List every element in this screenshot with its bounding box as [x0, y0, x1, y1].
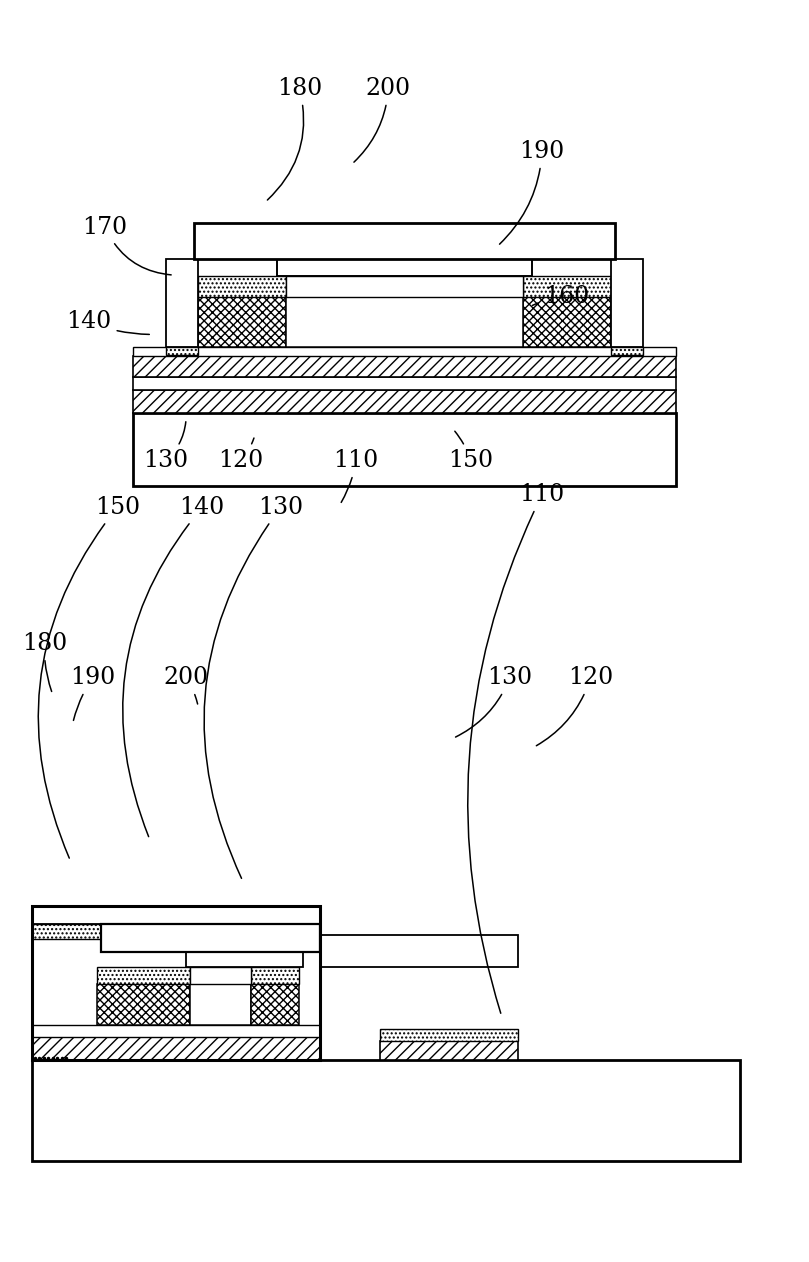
- Text: 140: 140: [123, 496, 225, 837]
- Bar: [198, 297, 286, 347]
- Text: 180: 180: [268, 77, 322, 201]
- Bar: [190, 984, 251, 1025]
- Bar: [523, 297, 611, 347]
- Bar: [133, 413, 676, 486]
- Bar: [97, 967, 190, 984]
- Text: 140: 140: [66, 310, 150, 334]
- Bar: [286, 297, 523, 347]
- Bar: [166, 347, 198, 355]
- Bar: [166, 259, 198, 347]
- Bar: [186, 952, 303, 967]
- Text: 160: 160: [532, 285, 589, 308]
- Bar: [611, 259, 643, 347]
- Text: 190: 190: [70, 666, 116, 721]
- Bar: [380, 1029, 518, 1041]
- Text: 200: 200: [354, 77, 411, 162]
- Bar: [32, 906, 320, 1060]
- Text: 120: 120: [536, 666, 613, 746]
- Bar: [611, 347, 643, 355]
- Text: 110: 110: [333, 449, 379, 502]
- Bar: [380, 1041, 518, 1060]
- Bar: [251, 967, 299, 984]
- Bar: [133, 377, 676, 390]
- Bar: [32, 1045, 69, 1060]
- Text: 120: 120: [218, 438, 264, 472]
- Bar: [251, 984, 299, 1025]
- Bar: [523, 276, 611, 297]
- Text: 150: 150: [448, 432, 493, 472]
- Bar: [133, 347, 676, 356]
- Bar: [97, 984, 190, 1025]
- Bar: [194, 223, 615, 259]
- Text: 180: 180: [22, 632, 67, 692]
- Text: 130: 130: [204, 496, 303, 878]
- Bar: [32, 924, 320, 939]
- Bar: [198, 276, 286, 297]
- Text: 200: 200: [163, 666, 209, 704]
- Bar: [32, 1025, 320, 1037]
- Bar: [32, 1037, 320, 1060]
- Text: 170: 170: [83, 216, 172, 275]
- Text: 130: 130: [455, 666, 532, 737]
- Bar: [286, 276, 523, 297]
- Text: 150: 150: [38, 496, 140, 858]
- Bar: [32, 1060, 740, 1161]
- Bar: [277, 259, 532, 276]
- Bar: [32, 906, 320, 924]
- Bar: [133, 356, 676, 377]
- Bar: [320, 935, 518, 967]
- Bar: [101, 924, 320, 952]
- Bar: [190, 967, 251, 984]
- Text: 190: 190: [499, 140, 565, 244]
- Text: 130: 130: [143, 422, 188, 472]
- Text: 110: 110: [468, 483, 565, 1013]
- Bar: [133, 390, 676, 413]
